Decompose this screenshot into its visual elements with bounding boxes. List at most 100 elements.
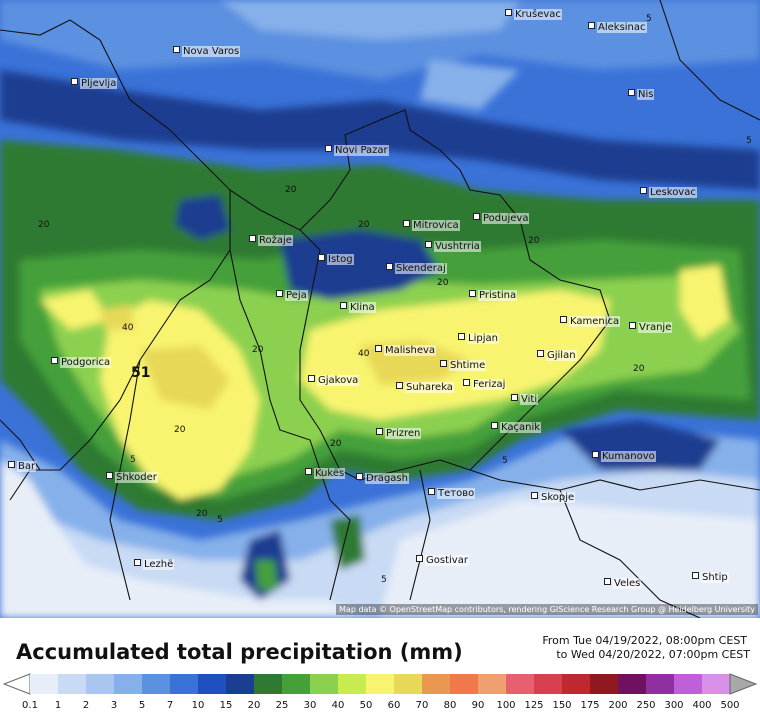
scale-tick-label: 5 — [138, 700, 146, 711]
scale-swatch — [366, 674, 395, 694]
isoline-label: 40 — [358, 349, 370, 359]
isoline-label: 5 — [502, 456, 508, 466]
scale-arrow-high — [729, 673, 758, 695]
isoline-label: 20 — [358, 220, 370, 230]
scale-tick-label: 60 — [387, 700, 401, 711]
color-scale-bar — [2, 673, 758, 695]
scale-swatch — [646, 674, 675, 694]
isoline-label: 20 — [330, 439, 342, 449]
scale-tick-label: 3 — [110, 700, 118, 711]
isoline-label: 20 — [285, 185, 297, 195]
scale-swatch — [562, 674, 591, 694]
isoline-label: 5 — [130, 455, 136, 465]
scale-swatch — [142, 674, 171, 694]
isoline-label: 20 — [38, 220, 50, 230]
scale-tick-label: 15 — [219, 700, 233, 711]
precipitation-field — [0, 0, 760, 618]
scale-tick-label: 150 — [552, 700, 572, 711]
city-prizren: Prizren — [376, 428, 422, 439]
isoline-label: 40 — [122, 323, 134, 333]
scale-swatch — [310, 674, 339, 694]
city-kumanovo: Kumanovo — [592, 451, 656, 462]
scale-swatch — [702, 674, 731, 694]
isoline-label: 20 — [252, 345, 264, 355]
scale-swatch — [254, 674, 283, 694]
city-podujeva: Podujeva — [473, 213, 530, 224]
city-gjakova: Gjakova — [308, 375, 360, 386]
scale-tick-label: 80 — [443, 700, 457, 711]
city-skenderaj: Skenderaj — [386, 263, 447, 274]
city-ferizaj: Ferizaj — [463, 379, 507, 390]
period-to: to Wed 04/20/2022, 07:00pm CEST — [556, 648, 750, 661]
isoline-label: 5 — [217, 515, 223, 525]
scale-swatch — [590, 674, 619, 694]
city-nis: Nis — [628, 89, 655, 100]
scale-swatch — [674, 674, 703, 694]
city-istog: Istog — [318, 254, 354, 265]
color-scale: 0.1 1 2 3 5 7 10 15 20 25 30 40 50 60 70 80 90 100 125 150 1… — [0, 670, 760, 714]
scale-tick-label: 400 — [692, 700, 712, 711]
scale-swatch — [422, 674, 451, 694]
city-shtip: Shtip — [692, 572, 729, 583]
city-klina: Klina — [340, 302, 376, 313]
city-leskovac: Leskovac — [640, 187, 697, 198]
scale-tick-label: 500 — [720, 700, 740, 711]
period-from: From Tue 04/19/2022, 08:00pm CEST — [542, 634, 748, 647]
city-vushtrria: Vushtrria — [425, 241, 481, 252]
scale-tick-label: 175 — [580, 700, 600, 711]
scale-tick-label: 125 — [524, 700, 544, 711]
scale-swatch — [282, 674, 311, 694]
city-peja: Peja — [276, 290, 308, 301]
isoline-label: 20 — [174, 425, 186, 435]
scale-tick-label: 30 — [303, 700, 317, 711]
city-kamenica: Kamenica — [560, 316, 621, 327]
scale-tick-label: 0.1 — [22, 700, 38, 711]
isoline-label: 5 — [746, 136, 752, 146]
city-nova-varos: Nova Varos — [173, 46, 241, 57]
city-shtime: Shtime — [440, 360, 487, 371]
city-mitrovica: Mitrovica — [403, 220, 460, 231]
time-period: From Tue 04/19/2022, 08:00pm CEST to Wed… — [542, 634, 750, 662]
scale-tick-label: 10 — [191, 700, 205, 711]
city-rozaje: Rožaje — [249, 235, 293, 246]
scale-swatch — [534, 674, 563, 694]
scale-tick-label: 7 — [166, 700, 174, 711]
city-gjilan: Gjilan — [537, 350, 577, 361]
city-shkoder: Shkoder — [106, 472, 158, 483]
scale-tick-label: 300 — [664, 700, 684, 711]
city-viti: Viti — [511, 394, 539, 405]
legend-title: Accumulated total precipitation (mm) — [16, 640, 463, 664]
map-attribution: Map data © OpenStreetMap contributors, r… — [336, 604, 758, 615]
scale-swatch — [86, 674, 115, 694]
scale-tick-label: 100 — [496, 700, 516, 711]
max-value-label: 51 — [131, 365, 151, 381]
scale-swatch — [114, 674, 143, 694]
scale-tick-label: 70 — [415, 700, 429, 711]
city-vranje: Vranje — [629, 322, 673, 333]
scale-tick-label: 250 — [636, 700, 656, 711]
scale-swatch — [506, 674, 535, 694]
isoline-label: 5 — [646, 14, 652, 24]
scale-swatch — [394, 674, 423, 694]
scale-tick-label: 90 — [471, 700, 485, 711]
scale-swatch — [478, 674, 507, 694]
scale-arrow-low — [2, 673, 31, 695]
city-lezhe: Lezhë — [134, 559, 175, 570]
scale-swatch — [226, 674, 255, 694]
city-podgorica: Podgorica — [51, 357, 112, 368]
city-tetovo: Тетово — [428, 488, 476, 499]
precipitation-map: Kruševac Aleksinac Nova Varos Pljevlja N… — [0, 0, 760, 618]
scale-tick-label: 20 — [247, 700, 261, 711]
city-pljevlja: Pljevlja — [71, 78, 118, 89]
legend-panel: Accumulated total precipitation (mm) Fro… — [0, 618, 760, 714]
scale-tick-label: 25 — [275, 700, 289, 711]
scale-swatch — [618, 674, 647, 694]
city-skopje: Skopje — [531, 492, 576, 503]
isoline-label: 5 — [381, 575, 387, 585]
scale-swatch — [450, 674, 479, 694]
scale-tick-label: 200 — [608, 700, 628, 711]
scale-tick-label: 1 — [54, 700, 62, 711]
isoline-label: 20 — [528, 236, 540, 246]
city-novi-pazar: Novi Pazar — [325, 145, 389, 156]
scale-swatch — [198, 674, 227, 694]
